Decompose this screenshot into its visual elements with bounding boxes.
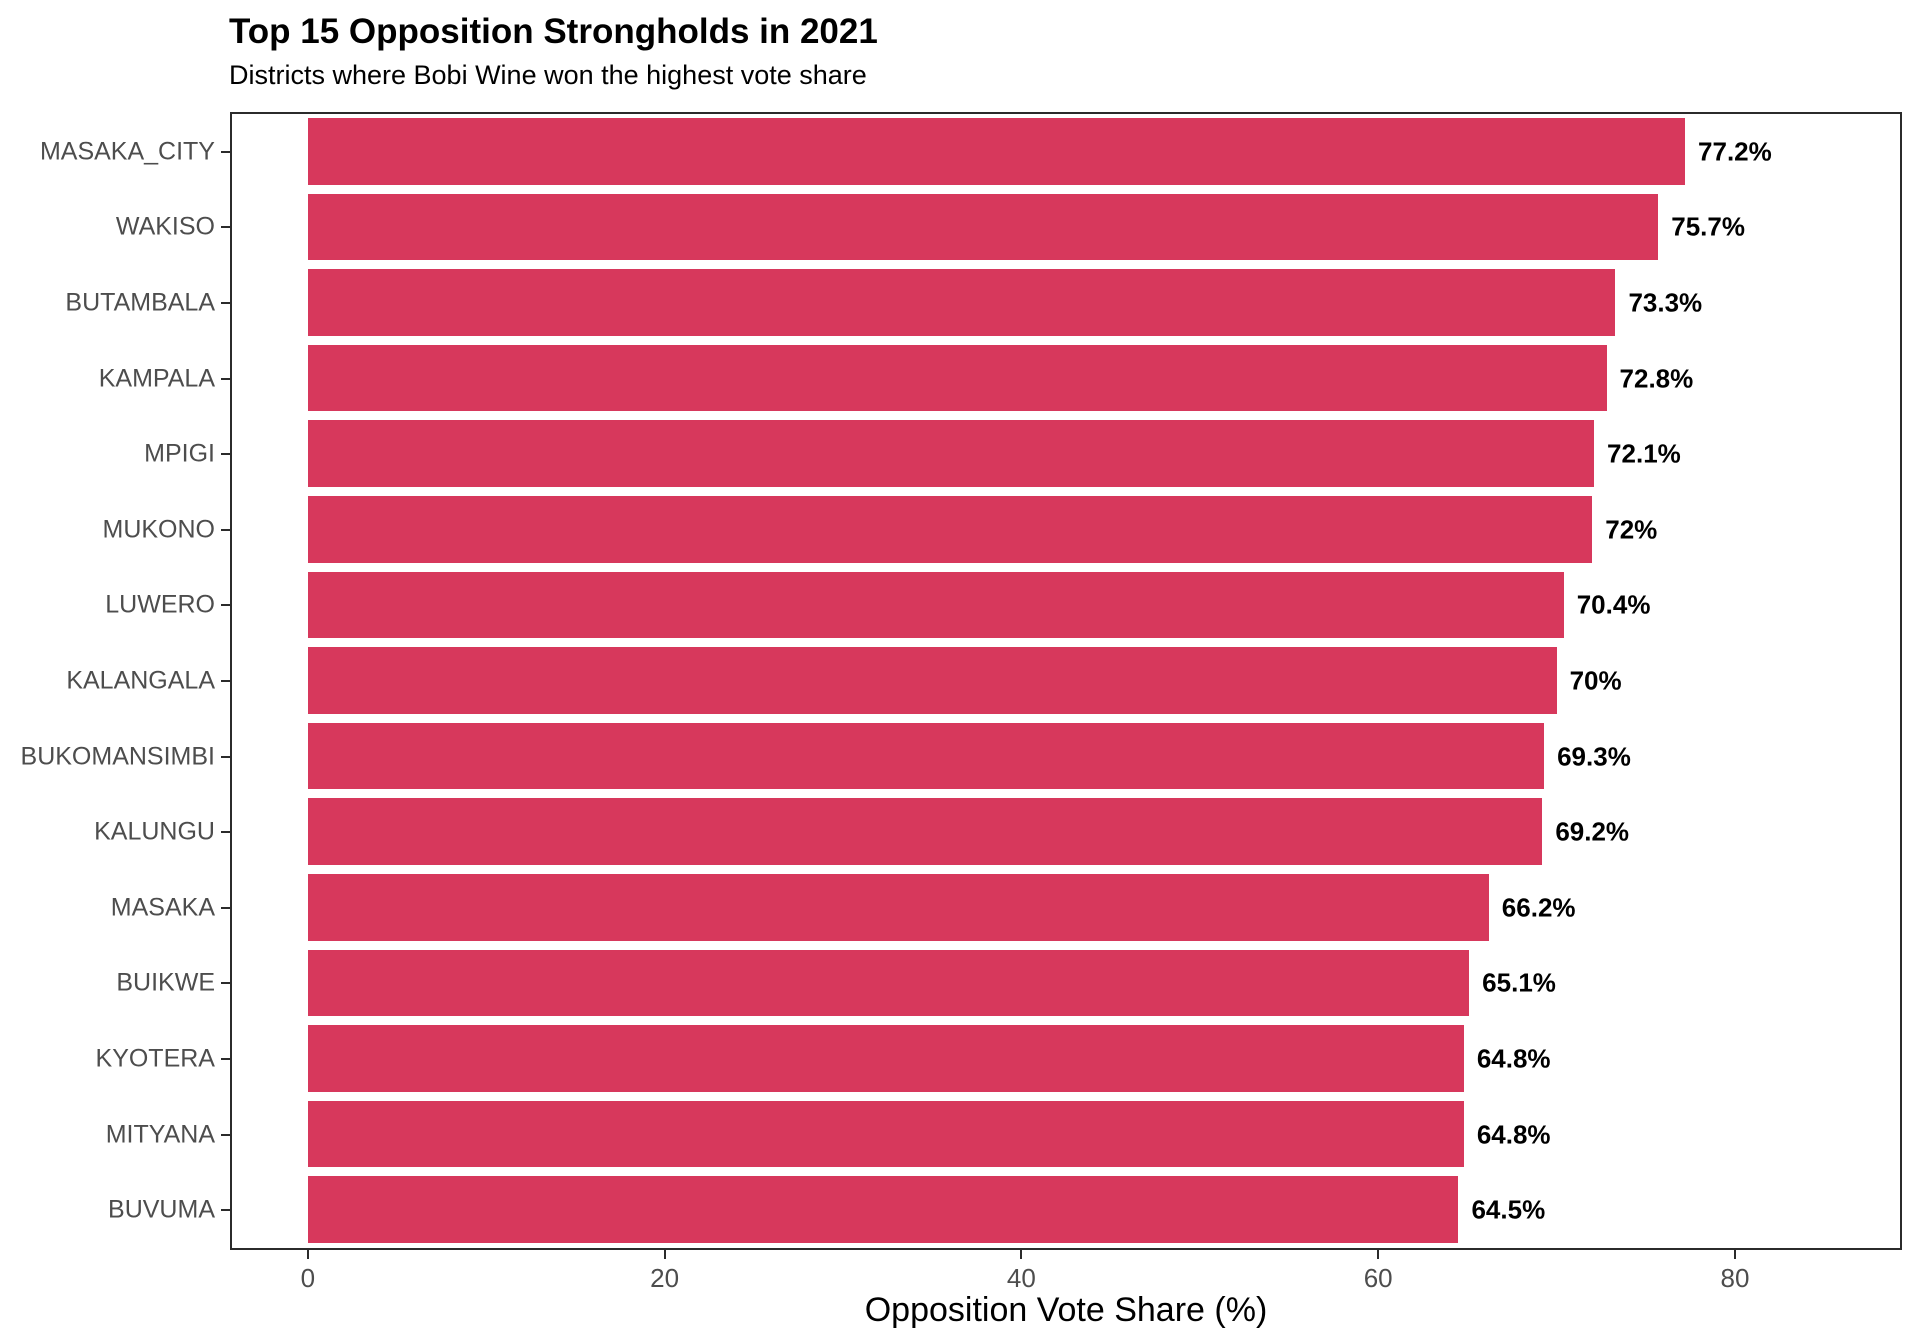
value-label: 77.2% bbox=[1698, 136, 1772, 167]
y-axis-label: MUKONO bbox=[102, 515, 216, 544]
y-axis-label: BUVUMA bbox=[108, 1195, 215, 1224]
y-axis-label: MASAKA bbox=[110, 893, 215, 922]
y-tick-mark bbox=[221, 1209, 230, 1212]
value-label: 70.4% bbox=[1576, 589, 1651, 620]
x-tick-mark bbox=[663, 1250, 666, 1259]
y-axis-label: BUKOMANSIMBI bbox=[20, 742, 215, 771]
y-axis-label: KALUNGU bbox=[94, 817, 215, 846]
y-axis-label: MITYANA bbox=[105, 1120, 215, 1149]
bar bbox=[307, 874, 1489, 941]
value-label: 69.3% bbox=[1557, 741, 1631, 772]
y-axis-label: MPIGI bbox=[144, 439, 215, 468]
bar-row: KALUNGU 69.2% bbox=[94, 794, 1900, 870]
y-tick-mark bbox=[221, 1057, 230, 1060]
bar-row: MASAKA 66.2% bbox=[111, 870, 1900, 946]
value-label: 73.3% bbox=[1628, 287, 1703, 318]
bar bbox=[307, 193, 1659, 261]
bar-row: BUVUMA 64.5% bbox=[108, 1172, 1900, 1248]
y-tick-mark bbox=[221, 377, 230, 380]
x-tick-label: 60 bbox=[1363, 1263, 1393, 1293]
plot-panel: MASAKA_CITY 77.2% WAKISO 75.7% BUTAMBALA 73.3… bbox=[21, 112, 1902, 1250]
bar bbox=[307, 1025, 1464, 1092]
y-tick-mark bbox=[221, 982, 230, 985]
bar-row: MITYANA 64.8% bbox=[106, 1097, 1900, 1173]
y-tick-mark bbox=[221, 453, 230, 456]
value-label: 64.8% bbox=[1476, 1119, 1551, 1150]
y-tick-mark bbox=[221, 604, 230, 607]
x-tick-label: 40 bbox=[1006, 1263, 1036, 1293]
y-tick-mark bbox=[221, 150, 230, 153]
bar bbox=[307, 496, 1593, 563]
y-tick-mark bbox=[221, 528, 230, 531]
x-tick-label: 0 bbox=[300, 1263, 316, 1293]
x-tick-mark bbox=[1020, 1250, 1023, 1259]
bar-row: MASAKA_CITY 77.2% bbox=[40, 114, 1900, 190]
x-axis-title: Opposition Vote Share (%) bbox=[864, 1291, 1268, 1329]
x-tick-label: 20 bbox=[650, 1263, 680, 1293]
y-axis-label: BUIKWE bbox=[116, 968, 215, 997]
bar-row: WAKISO 75.7% bbox=[116, 190, 1900, 266]
bar-row: BUIKWE 65.1% bbox=[116, 946, 1900, 1022]
bar-row: BUTAMBALA 73.3% bbox=[65, 265, 1900, 341]
value-label: 66.2% bbox=[1501, 892, 1576, 923]
y-tick-mark bbox=[221, 755, 230, 758]
bar bbox=[307, 420, 1595, 487]
bar bbox=[307, 722, 1545, 790]
bar bbox=[307, 118, 1686, 185]
bar-row: MPIGI 72.1% bbox=[144, 416, 1900, 492]
y-axis-label: MASAKA_CITY bbox=[39, 137, 215, 166]
bar-row: KAMPALA 72.8% bbox=[99, 341, 1900, 417]
y-axis-label: KAMPALA bbox=[98, 364, 215, 393]
x-tick-mark bbox=[1733, 1250, 1736, 1259]
y-tick-mark bbox=[221, 679, 230, 682]
x-axis: 0 20 40 60 80 bbox=[232, 1250, 1900, 1296]
bar-row: KALANGALA 70% bbox=[66, 643, 1900, 719]
y-axis-label: BUTAMBALA bbox=[65, 288, 215, 317]
bar-row: LUWERO 70.4% bbox=[105, 568, 1900, 644]
value-label: 70% bbox=[1569, 665, 1622, 696]
value-label: 69.2% bbox=[1555, 816, 1630, 847]
value-label: 72% bbox=[1605, 514, 1658, 545]
bar bbox=[307, 798, 1543, 865]
y-tick-mark bbox=[221, 226, 230, 229]
bar bbox=[307, 1176, 1459, 1243]
y-axis-label: KALANGALA bbox=[66, 666, 215, 695]
bar bbox=[307, 269, 1616, 336]
value-label: 64.5% bbox=[1471, 1194, 1546, 1225]
y-axis-label: KYOTERA bbox=[95, 1044, 215, 1073]
bar bbox=[307, 1100, 1464, 1168]
value-label: 75.7% bbox=[1671, 211, 1745, 242]
y-tick-mark bbox=[221, 301, 230, 304]
bar bbox=[307, 571, 1564, 639]
x-tick-mark bbox=[306, 1250, 309, 1259]
value-label: 72.1% bbox=[1607, 438, 1681, 469]
chart-title: Top 15 Opposition Strongholds in 2021 bbox=[229, 12, 878, 51]
x-tick-label: 80 bbox=[1720, 1263, 1750, 1293]
value-label: 72.8% bbox=[1619, 363, 1694, 394]
y-axis-label: LUWERO bbox=[105, 590, 215, 619]
chart-subtitle: Districts where Bobi Wine won the highes… bbox=[229, 60, 867, 90]
y-tick-mark bbox=[221, 906, 230, 909]
y-axis-label: WAKISO bbox=[115, 212, 215, 241]
bar bbox=[307, 647, 1557, 714]
bar-row: MUKONO 72% bbox=[103, 492, 1900, 568]
bar bbox=[307, 344, 1607, 412]
bar-row: BUKOMANSIMBI 69.3% bbox=[21, 719, 1900, 795]
value-label: 64.8% bbox=[1476, 1043, 1551, 1074]
bar bbox=[307, 949, 1470, 1017]
x-tick-mark bbox=[1377, 1250, 1380, 1259]
value-label: 65.1% bbox=[1482, 967, 1556, 998]
y-tick-mark bbox=[221, 1133, 230, 1136]
bar-row: KYOTERA 64.8% bbox=[96, 1021, 1900, 1097]
y-tick-mark bbox=[221, 831, 230, 834]
